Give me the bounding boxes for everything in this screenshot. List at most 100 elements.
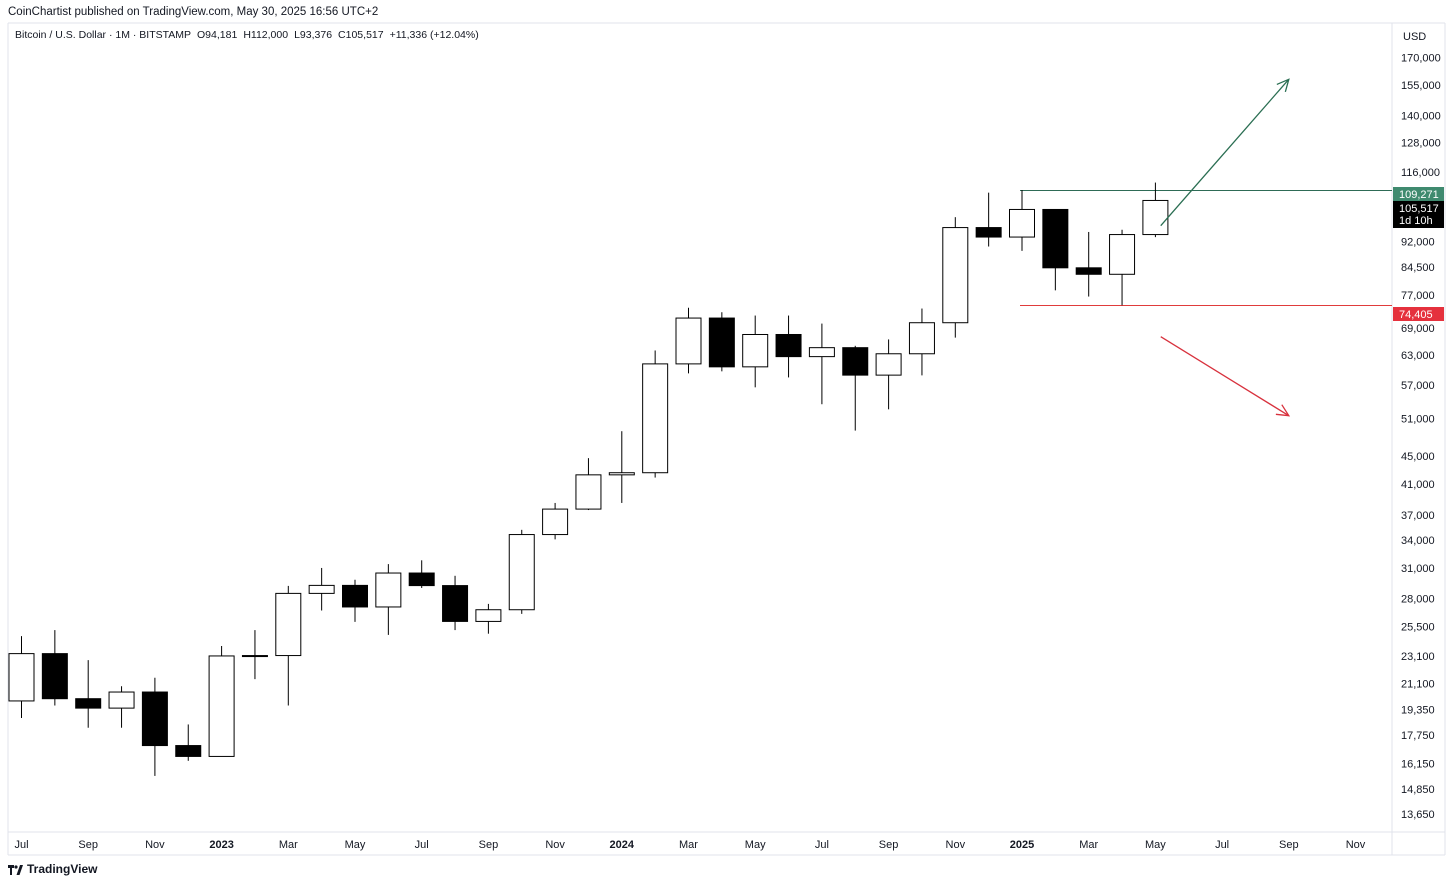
candle bbox=[208, 645, 235, 757]
price-tick-label: 45,000 bbox=[1401, 451, 1435, 463]
tradingview-logo[interactable]: TradingView bbox=[8, 862, 97, 876]
scenario-arrows bbox=[1160, 78, 1291, 417]
candle-body bbox=[375, 572, 402, 608]
price-tick-label: 37,000 bbox=[1401, 510, 1435, 522]
arrow-head bbox=[1275, 404, 1291, 417]
price-axis: 170,000 155,000 140,000 128,000 116,000 92,00… bbox=[1401, 52, 1441, 821]
candle bbox=[908, 308, 935, 376]
candle-body bbox=[1075, 267, 1102, 275]
candle bbox=[1009, 189, 1035, 251]
candle bbox=[642, 350, 669, 478]
price-tick-label: 77,000 bbox=[1401, 290, 1435, 302]
candle-body bbox=[508, 534, 535, 611]
time-tick-label: Mar bbox=[679, 839, 698, 851]
candle-body bbox=[742, 333, 769, 368]
candle-body bbox=[1009, 208, 1035, 238]
chart-frame bbox=[7, 22, 1446, 856]
price-tick-label: 170,000 bbox=[1401, 52, 1441, 64]
time-tick-label: Nov bbox=[145, 839, 165, 851]
candle-body bbox=[308, 584, 335, 594]
time-tick-label: Nov bbox=[946, 839, 966, 851]
support-tag-bg bbox=[1393, 307, 1444, 321]
candle-body bbox=[875, 353, 902, 376]
candle bbox=[808, 323, 835, 405]
candles bbox=[8, 182, 1169, 776]
candle-body bbox=[975, 227, 1002, 238]
time-tick-label: Sep bbox=[78, 839, 98, 851]
candle-body bbox=[141, 691, 168, 747]
price-tick-label: 34,000 bbox=[1401, 535, 1435, 547]
candle-body bbox=[1142, 199, 1169, 236]
legend-symbol: Bitcoin / U.S. Dollar · 1M · BITSTAMP bbox=[15, 29, 192, 41]
time-tick-label: May bbox=[345, 839, 366, 851]
candle bbox=[241, 630, 268, 680]
level-lines bbox=[1020, 190, 1392, 306]
resistance-tag-bg bbox=[1393, 187, 1444, 201]
up-arrow bbox=[1160, 78, 1290, 227]
candle-body bbox=[708, 317, 735, 368]
candle-body bbox=[1109, 234, 1136, 275]
tradingview-logo-icon bbox=[8, 864, 23, 875]
candle bbox=[342, 579, 368, 622]
candle bbox=[375, 564, 402, 635]
candle bbox=[1142, 182, 1169, 238]
price-tick-label: 84,500 bbox=[1401, 262, 1435, 274]
candle bbox=[942, 217, 969, 338]
support-tag: 74,405 bbox=[1399, 309, 1433, 321]
arrow-head bbox=[1276, 78, 1290, 93]
arrow-shaft bbox=[1160, 78, 1290, 227]
price-tick-label: 41,000 bbox=[1401, 479, 1435, 491]
currency-label[interactable]: USD bbox=[1403, 31, 1426, 43]
candle-body bbox=[908, 322, 935, 355]
candle-body bbox=[842, 347, 869, 376]
price-tick-label: 155,000 bbox=[1401, 80, 1441, 92]
candle-body bbox=[75, 698, 102, 709]
candle bbox=[1109, 229, 1136, 306]
candle-body bbox=[575, 474, 602, 510]
candle bbox=[475, 603, 502, 634]
time-tick-label: May bbox=[1145, 839, 1166, 851]
time-tick-label: 2025 bbox=[1010, 839, 1034, 851]
price-tick-label: 140,000 bbox=[1401, 111, 1441, 123]
candle bbox=[108, 686, 135, 728]
time-axis: Jul Sep Nov 2023 Mar May Jul Sep Nov 2024 Mar May Ju… bbox=[14, 839, 1365, 851]
candle bbox=[675, 307, 702, 374]
time-tick-label: 2023 bbox=[209, 839, 233, 851]
candle bbox=[875, 339, 902, 410]
candle-body bbox=[542, 508, 569, 536]
candle-body bbox=[408, 572, 435, 587]
time-tick-label: Sep bbox=[479, 839, 499, 851]
symbol-legend: Bitcoin / U.S. Dollar · 1M · BITSTAMP O94… bbox=[15, 29, 485, 41]
candle-body bbox=[675, 317, 702, 365]
candle bbox=[508, 529, 535, 614]
candle bbox=[742, 315, 769, 388]
price-tick-label: 14,850 bbox=[1401, 784, 1435, 796]
candle-body bbox=[475, 609, 502, 622]
candle-body bbox=[775, 333, 802, 358]
price-tags: 109,271 105,517 1d 10h 74,405 bbox=[1393, 187, 1444, 321]
price-tick-label: 19,350 bbox=[1401, 704, 1435, 716]
legend-close: C105,517 bbox=[338, 29, 384, 41]
last-price-tag: 105,517 bbox=[1399, 203, 1439, 215]
arrow-shaft bbox=[1160, 336, 1290, 417]
candle-body bbox=[442, 585, 469, 622]
price-tick-label: 31,000 bbox=[1401, 563, 1435, 575]
candle bbox=[408, 560, 435, 588]
resistance-tag: 109,271 bbox=[1399, 189, 1439, 201]
down-arrow bbox=[1160, 336, 1291, 417]
price-tick-label: 28,000 bbox=[1401, 593, 1435, 605]
price-tick-label: 116,000 bbox=[1401, 167, 1440, 179]
time-tick-label: Mar bbox=[279, 839, 298, 851]
candle bbox=[141, 677, 168, 776]
last-price-tag-bg bbox=[1393, 201, 1444, 228]
candle-body bbox=[342, 584, 368, 608]
candle bbox=[1042, 208, 1069, 291]
candle-body bbox=[108, 691, 135, 709]
candle-body bbox=[175, 745, 202, 757]
candle-body bbox=[241, 655, 268, 658]
candle-body bbox=[642, 363, 669, 474]
time-tick-label: Jul bbox=[1215, 839, 1229, 851]
legend-open: O94,181 bbox=[197, 29, 238, 41]
candle bbox=[975, 192, 1002, 247]
